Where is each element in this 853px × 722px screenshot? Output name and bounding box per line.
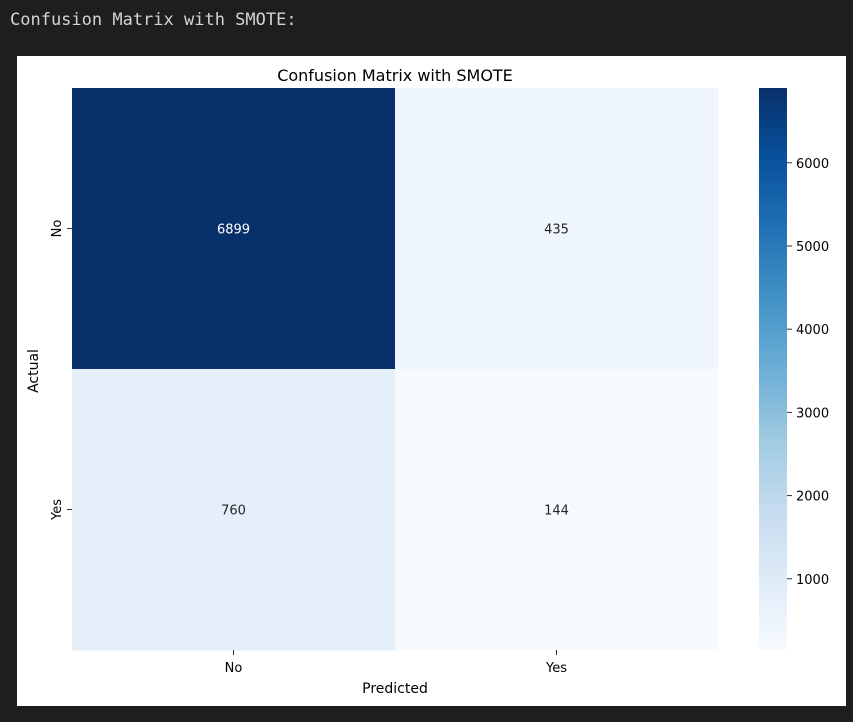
colorbar-tick-label: 4000 [796,323,829,338]
cell-value-label: 6899 [217,223,250,238]
x-tick-label: No [225,661,243,676]
y-tick-label: Yes [50,499,65,521]
colorbar-tick-label: 2000 [796,490,829,505]
confusion-matrix-figure: Confusion Matrix with SMOTE 6899 435 760 14… [17,56,846,706]
x-axis-label: Predicted [362,681,428,697]
cell-value-label: 144 [544,504,569,519]
y-tick-label: No [50,220,65,238]
x-axis-ticks: No Yes [225,650,567,676]
heatmap-cell-yes-no [72,369,396,651]
cell-value-label: 435 [544,223,569,238]
heatmap-chart: Confusion Matrix with SMOTE 6899 435 760 14… [26,66,829,697]
colorbar [759,88,787,650]
heatmap-cell-labels: 6899 435 760 144 [217,223,569,519]
cell-value-label: 760 [221,504,246,519]
colorbar-tick-label: 3000 [796,406,829,421]
colorbar-tick-label: 6000 [796,157,829,172]
heatmap-cell-yes-yes [395,369,719,651]
colorbar-tick-label: 5000 [796,240,829,255]
y-axis-ticks: No Yes [50,220,72,521]
x-tick-label: Yes [545,661,567,676]
colorbar-ticks: 1000 2000 3000 4000 5000 6000 [787,157,829,588]
y-axis-label: Actual [26,349,42,393]
heatmap-cell-no-no [72,88,396,370]
heatmap-cell-no-yes [395,88,719,370]
colorbar-tick-label: 1000 [796,573,829,588]
heatmap-cells [72,88,719,651]
output-header-text: Confusion Matrix with SMOTE: [10,10,297,30]
chart-title: Confusion Matrix with SMOTE [277,66,513,85]
